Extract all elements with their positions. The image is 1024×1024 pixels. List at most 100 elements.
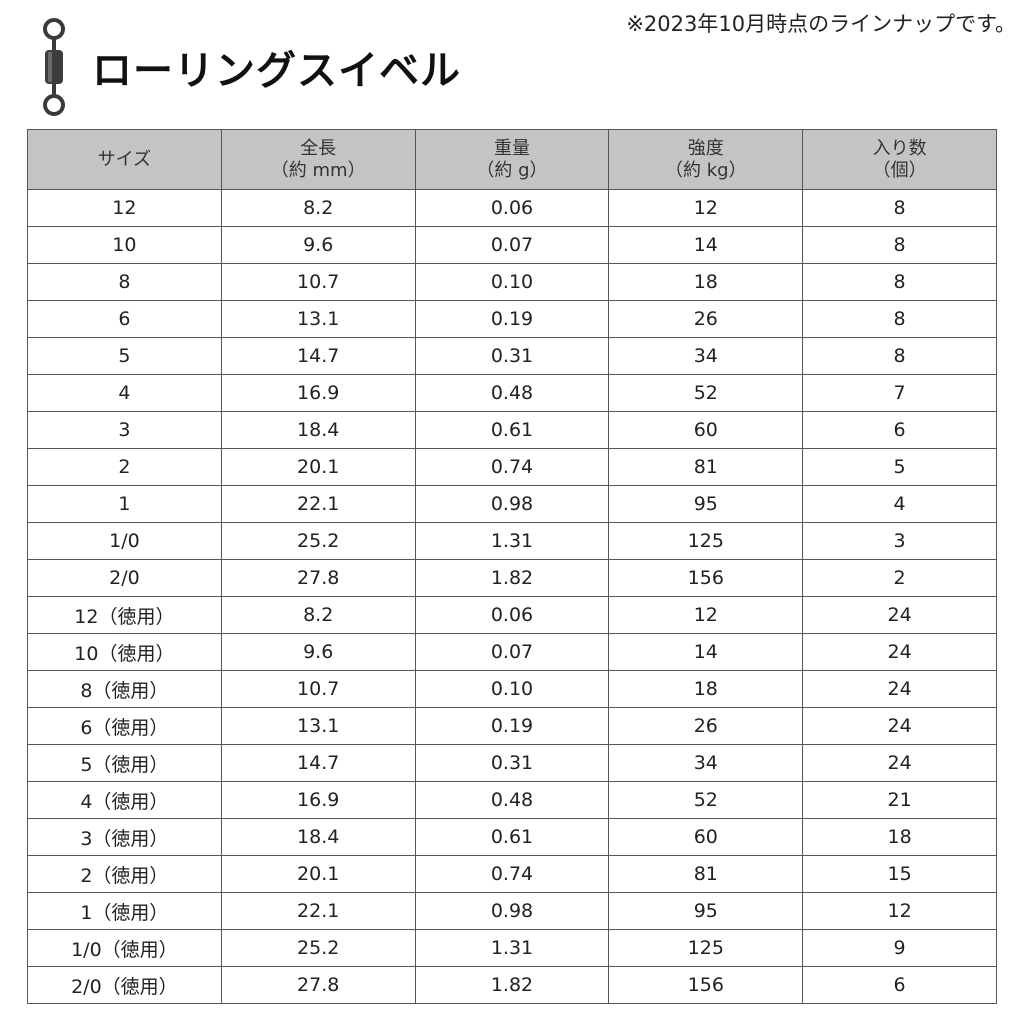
table-cell: 20.1 (220, 855, 416, 893)
table-row: 1 22.1 0.98 95 4 (27, 485, 997, 523)
table-cell: 26 (608, 707, 804, 745)
table-cell: 18 (802, 818, 997, 856)
table-cell: 8.2 (220, 596, 416, 634)
table-cell: 0.74 (414, 448, 610, 486)
spec-table: サイズ 全長 （約 mm） 重量 （約 g） 強度 （約 kg） 入り数 （個） 12 8.2 0.… (27, 129, 997, 1004)
table-cell: 0.10 (414, 670, 610, 708)
table-cell: 9 (802, 929, 997, 967)
table-cell: 21 (802, 781, 997, 819)
table-cell: 1（徳用） (27, 892, 222, 930)
table-row: 8 10.7 0.10 18 8 (27, 263, 997, 301)
table-row: 2/0 27.8 1.82 156 2 (27, 559, 997, 597)
table-cell: 0.19 (414, 707, 610, 745)
table-cell: 4（徳用） (27, 781, 222, 819)
table-cell: 0.31 (414, 337, 610, 375)
table-cell: 12 (608, 596, 804, 634)
table-cell: 125 (608, 522, 804, 560)
table-cell: 0.06 (414, 596, 610, 634)
table-cell: 6 (27, 300, 222, 338)
table-row: 1（徳用） 22.1 0.98 95 12 (27, 892, 997, 930)
column-header: 全長 （約 mm） (220, 129, 416, 190)
table-cell: 1.82 (414, 559, 610, 597)
table-row: 5 14.7 0.31 34 8 (27, 337, 997, 375)
page-title: ローリングスイベル (92, 48, 461, 94)
table-cell: 24 (802, 670, 997, 708)
table-cell: 3 (27, 411, 222, 449)
table-cell: 0.61 (414, 818, 610, 856)
column-header: 重量 （約 g） (414, 129, 610, 190)
table-cell: 27.8 (220, 559, 416, 597)
table-cell: 1.82 (414, 966, 610, 1004)
table-cell: 2/0 (27, 559, 222, 597)
column-header-label: 全長 (300, 137, 337, 159)
table-cell: 8 (802, 337, 997, 375)
table-cell: 0.74 (414, 855, 610, 893)
table-cell: 24 (802, 707, 997, 745)
swivel-icon (43, 18, 65, 116)
column-header-label: サイズ (97, 148, 152, 170)
column-header: 入り数 （個） (802, 129, 997, 190)
table-cell: 2 (802, 559, 997, 597)
table-cell: 0.48 (414, 781, 610, 819)
table-row: 10（徳用） 9.6 0.07 14 24 (27, 633, 997, 671)
table-cell: 18.4 (220, 818, 416, 856)
table-cell: 5 (27, 337, 222, 375)
table-cell: 34 (608, 337, 804, 375)
table-row: 1/0（徳用） 25.2 1.31 125 9 (27, 929, 997, 967)
column-header-unit: （約 kg） (665, 159, 747, 181)
table-cell: 5（徳用） (27, 744, 222, 782)
table-cell: 25.2 (220, 522, 416, 560)
table-cell: 10（徳用） (27, 633, 222, 671)
column-header-unit: （約 g） (476, 159, 548, 181)
table-cell: 52 (608, 781, 804, 819)
column-header-unit: （約 mm） (270, 159, 366, 181)
table-cell: 14.7 (220, 337, 416, 375)
table-cell: 16.9 (220, 781, 416, 819)
table-cell: 16.9 (220, 374, 416, 412)
table-cell: 15 (802, 855, 997, 893)
table-cell: 12 (27, 189, 222, 227)
table-cell: 20.1 (220, 448, 416, 486)
table-cell: 9.6 (220, 633, 416, 671)
table-row: 5（徳用） 14.7 0.31 34 24 (27, 744, 997, 782)
table-cell: 125 (608, 929, 804, 967)
table-cell: 8 (802, 263, 997, 301)
table-cell: 6 (802, 966, 997, 1004)
table-cell: 52 (608, 374, 804, 412)
column-header: サイズ (27, 129, 222, 190)
table-row: 3 18.4 0.61 60 6 (27, 411, 997, 449)
table-row: 4 16.9 0.48 52 7 (27, 374, 997, 412)
table-cell: 0.48 (414, 374, 610, 412)
table-cell: 0.98 (414, 485, 610, 523)
table-cell: 0.61 (414, 411, 610, 449)
table-cell: 95 (608, 892, 804, 930)
table-cell: 8 (802, 300, 997, 338)
table-cell: 1/0（徳用） (27, 929, 222, 967)
column-header: 強度 （約 kg） (608, 129, 804, 190)
table-row: 12（徳用） 8.2 0.06 12 24 (27, 596, 997, 634)
table-cell: 1.31 (414, 522, 610, 560)
table-cell: 12 (802, 892, 997, 930)
table-cell: 0.19 (414, 300, 610, 338)
table-cell: 18 (608, 670, 804, 708)
table-cell: 14.7 (220, 744, 416, 782)
table-cell: 5 (802, 448, 997, 486)
table-header-row: サイズ 全長 （約 mm） 重量 （約 g） 強度 （約 kg） 入り数 （個） (27, 129, 997, 190)
table-cell: 4 (27, 374, 222, 412)
table-row: 8（徳用） 10.7 0.10 18 24 (27, 670, 997, 708)
table-row: 1/0 25.2 1.31 125 3 (27, 522, 997, 560)
table-cell: 1.31 (414, 929, 610, 967)
table-cell: 24 (802, 633, 997, 671)
table-cell: 10 (27, 226, 222, 264)
table-cell: 1/0 (27, 522, 222, 560)
table-row: 10 9.6 0.07 14 8 (27, 226, 997, 264)
table-cell: 10.7 (220, 670, 416, 708)
table-cell: 8.2 (220, 189, 416, 227)
table-cell: 0.07 (414, 633, 610, 671)
table-row: 12 8.2 0.06 12 8 (27, 189, 997, 227)
table-cell: 18.4 (220, 411, 416, 449)
table-cell: 8 (802, 189, 997, 227)
table-row: 6（徳用） 13.1 0.19 26 24 (27, 707, 997, 745)
table-cell: 13.1 (220, 707, 416, 745)
table-cell: 0.07 (414, 226, 610, 264)
